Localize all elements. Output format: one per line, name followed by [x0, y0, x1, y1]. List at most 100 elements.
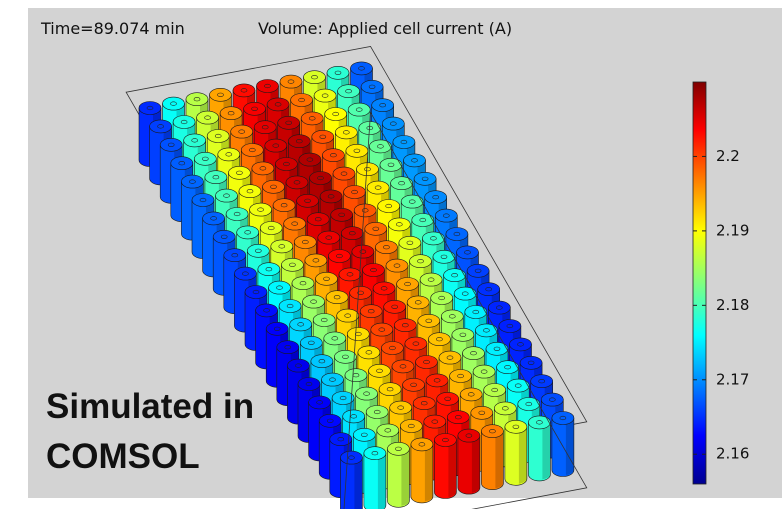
cell-top — [181, 174, 204, 189]
cell-terminal — [480, 369, 488, 374]
cell-top — [236, 225, 259, 240]
cell-terminal — [374, 185, 382, 190]
cell-terminal — [385, 203, 393, 209]
cell-top — [392, 135, 416, 149]
cell-terminal — [365, 350, 373, 355]
cell-terminal — [501, 406, 509, 411]
cell-terminal — [244, 230, 251, 235]
cell-top — [472, 364, 496, 379]
cell-terminal — [233, 211, 241, 217]
cell-top — [241, 143, 264, 157]
cell-terminal — [231, 253, 239, 258]
cell-top — [270, 239, 294, 254]
cell-terminal — [373, 409, 381, 415]
cell-terminal — [178, 161, 186, 166]
time-label: Time=89.074 min — [40, 19, 185, 38]
cell-terminal — [408, 199, 416, 204]
cell-terminal — [317, 175, 324, 181]
cell-terminal — [342, 354, 349, 359]
cell-terminal — [506, 323, 514, 329]
cell-top — [404, 336, 428, 351]
cell-top — [230, 124, 253, 139]
cell-top — [353, 203, 377, 218]
cell-terminal — [333, 295, 341, 300]
cell-top — [456, 245, 479, 260]
cell-terminal — [432, 195, 440, 200]
cell-top — [434, 208, 458, 223]
cell-top — [346, 327, 370, 341]
cell-shade — [424, 444, 433, 502]
cell-terminal — [267, 225, 275, 231]
cell-top — [440, 309, 464, 324]
cell-top — [356, 162, 379, 176]
cell-terminal — [393, 263, 401, 268]
cell-terminal — [358, 66, 365, 71]
cell-body — [481, 430, 504, 490]
cell-top — [265, 321, 289, 336]
colorbar-ticks: 2.16 2.17 2.18 2.19 2.2 — [693, 147, 749, 463]
cell-top — [293, 235, 317, 249]
cell-top — [329, 432, 353, 447]
cell-top — [363, 446, 387, 461]
cell-terminal — [263, 308, 270, 313]
cell-top — [475, 323, 498, 338]
cell-top — [466, 263, 490, 278]
cell-terminal — [400, 139, 408, 145]
cell-terminal — [457, 373, 464, 379]
cell-top — [336, 308, 360, 323]
cell-terminal — [395, 222, 403, 227]
cell-top — [225, 207, 249, 221]
cell-top — [419, 272, 443, 287]
cell-terminal — [273, 326, 281, 331]
cell-terminal — [389, 121, 397, 126]
cell-top — [275, 157, 298, 171]
cell-top — [264, 138, 288, 153]
cell-terminal — [346, 272, 354, 277]
cell-top — [183, 133, 206, 148]
cell-top — [383, 299, 407, 314]
cell-top — [376, 423, 400, 438]
cell-top — [504, 419, 528, 434]
cell-terminal — [298, 97, 305, 103]
cell-terminal — [397, 405, 405, 410]
cell-terminal — [340, 171, 348, 176]
cell-terminal — [337, 437, 345, 442]
cell-shade — [518, 426, 527, 484]
cell-top — [415, 355, 438, 369]
cell-top — [381, 341, 404, 355]
cell-top — [462, 346, 485, 361]
cell-top — [446, 410, 470, 425]
cell-top — [312, 313, 336, 327]
cell-top — [344, 368, 368, 383]
cell-top — [425, 373, 449, 388]
cell-top — [338, 267, 362, 282]
cell-top — [359, 304, 383, 319]
cell-top — [337, 84, 360, 98]
cell-top — [325, 290, 349, 305]
cell-top — [381, 116, 405, 131]
cell-top — [311, 130, 335, 144]
cell-terminal — [417, 259, 424, 264]
cell-top — [321, 372, 344, 387]
cell-terminal — [295, 363, 302, 368]
cell-top — [342, 409, 366, 424]
cell-terminal — [167, 142, 175, 147]
cell-top — [253, 120, 277, 134]
cell-terminal — [227, 111, 235, 116]
cell-shade — [471, 435, 480, 493]
cell-top — [276, 340, 300, 355]
cell-terminal — [293, 180, 301, 185]
cell-terminal — [474, 268, 482, 273]
cell-top — [228, 166, 251, 180]
cell-top — [223, 248, 247, 262]
cell-top — [445, 227, 469, 241]
cell-top — [403, 153, 426, 168]
cell-top — [350, 61, 373, 76]
cell-terminal — [191, 138, 198, 143]
cell-top — [347, 102, 371, 117]
cell-top — [422, 231, 445, 246]
cell-top — [362, 263, 385, 277]
cell-terminal — [304, 198, 311, 203]
cell-terminal — [220, 234, 228, 239]
cell-terminal — [420, 401, 428, 406]
